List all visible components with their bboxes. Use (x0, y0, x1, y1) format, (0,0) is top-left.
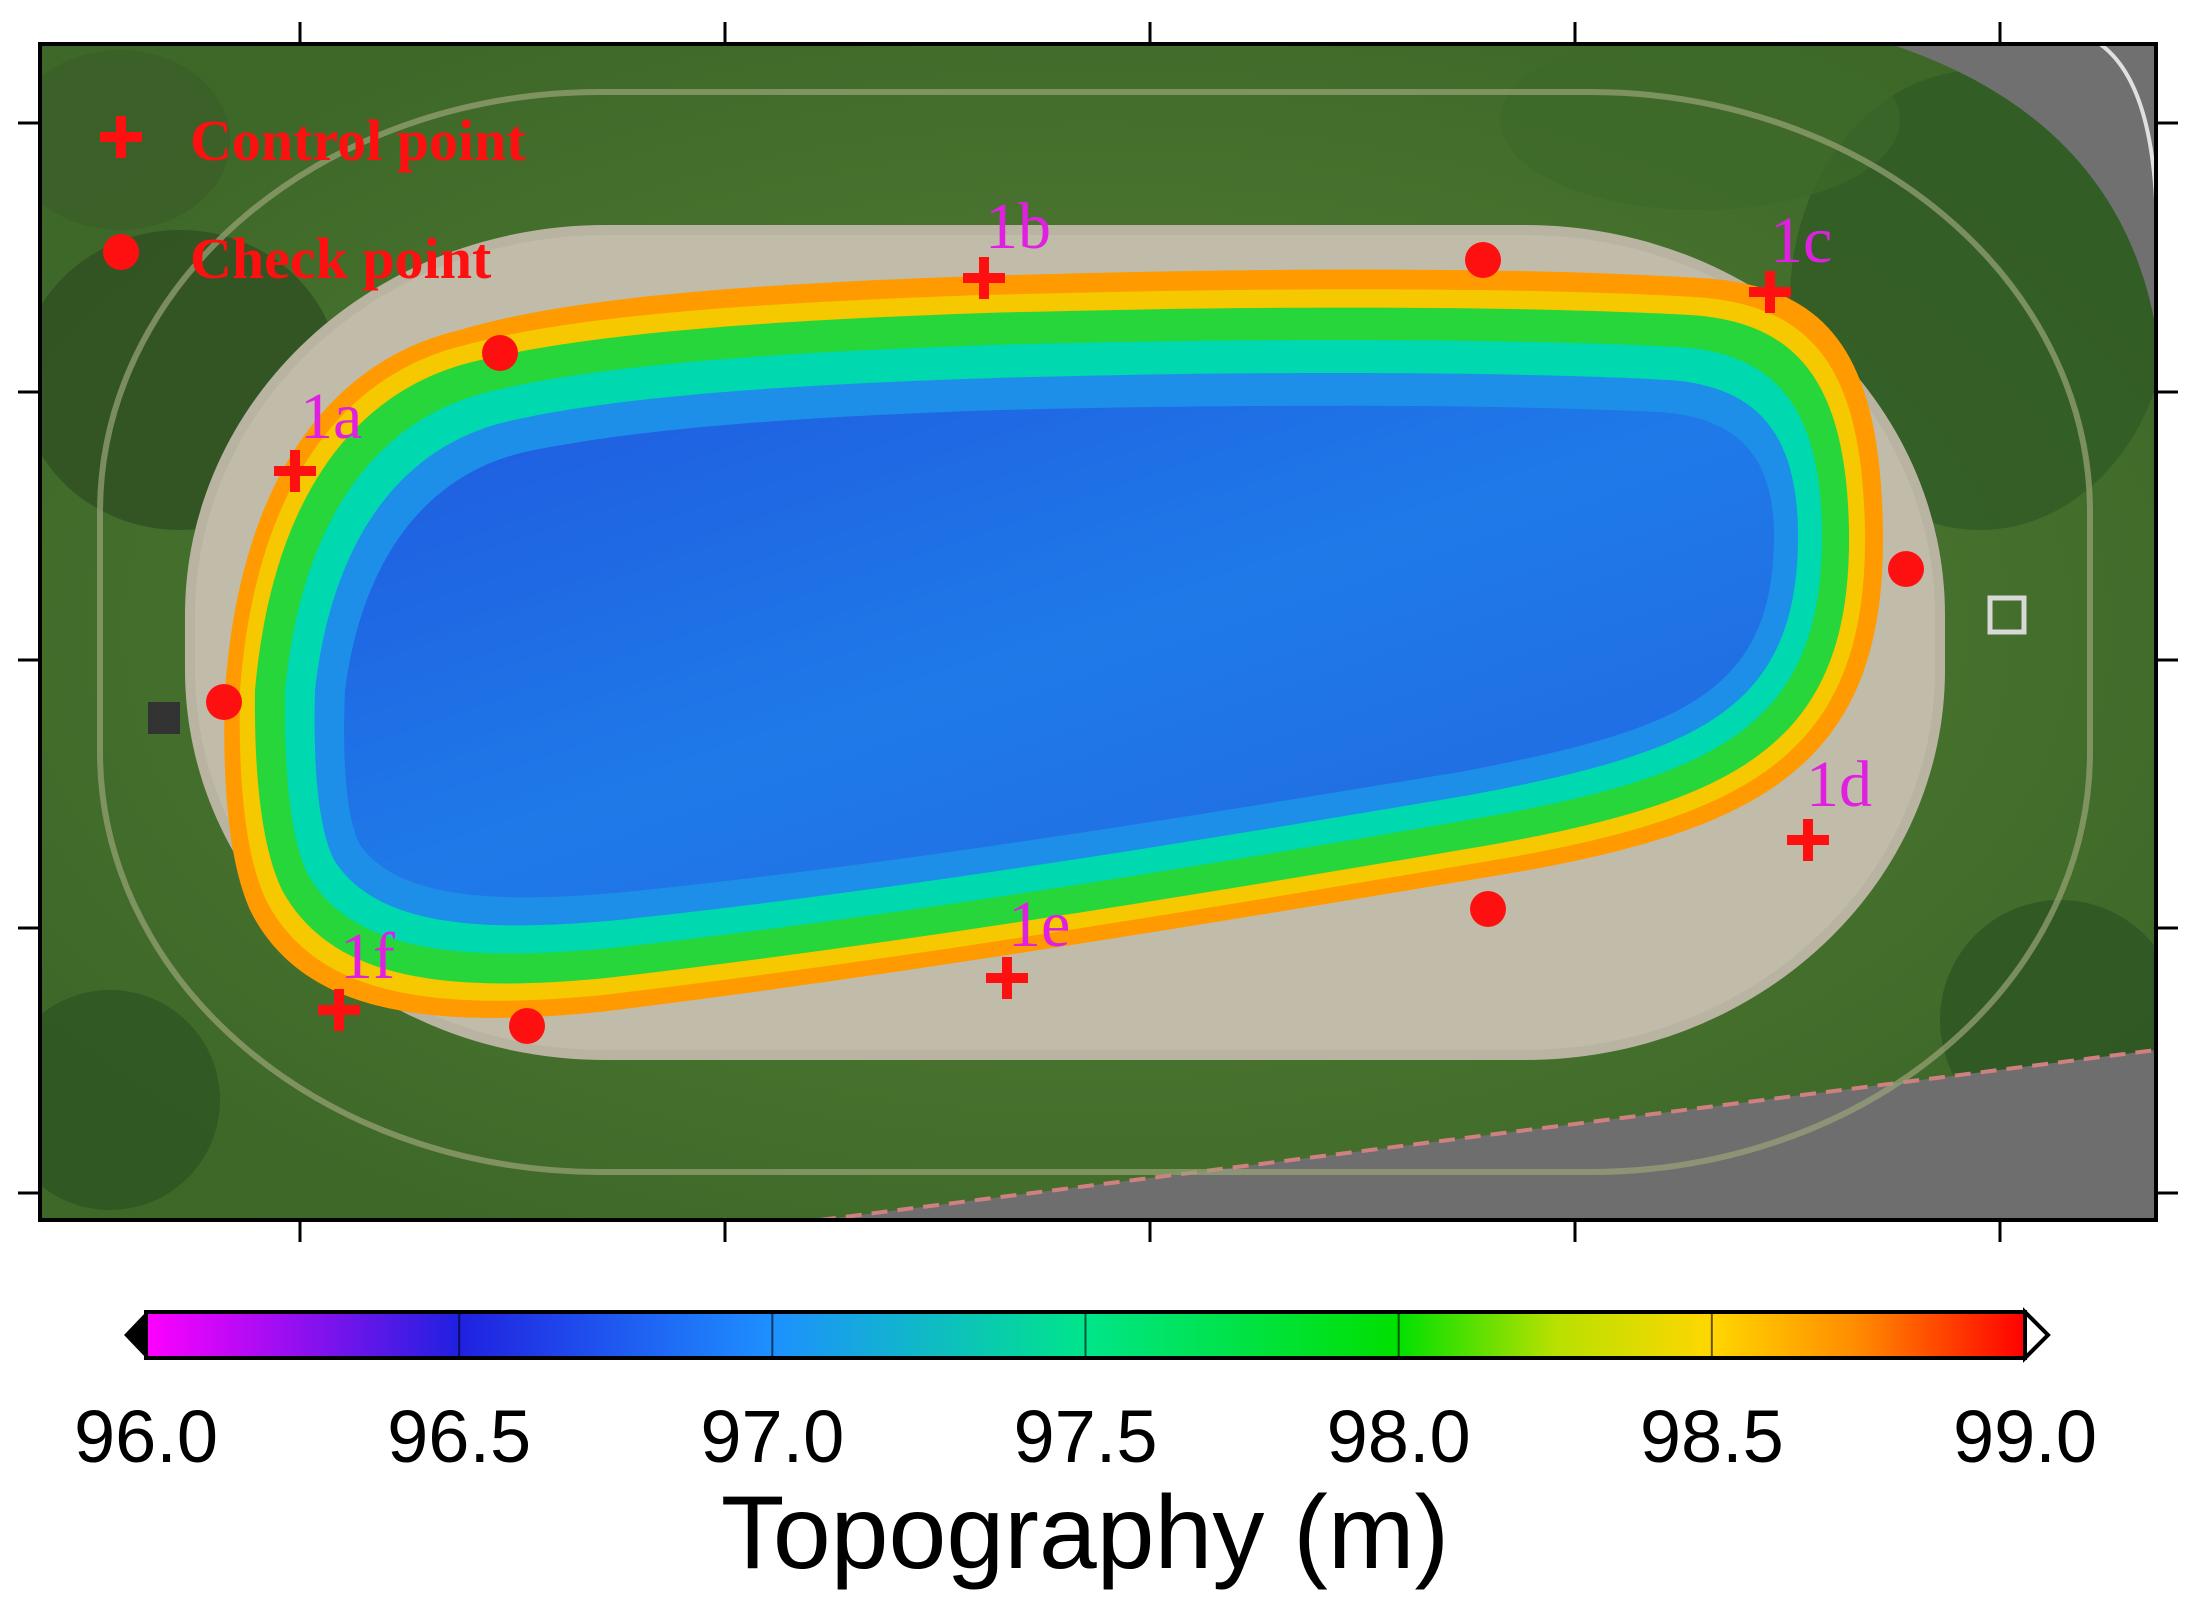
control-point-1b: 1b (963, 190, 1051, 299)
frame-ticks (18, 22, 2178, 1242)
colorbar: 96.0 96.5 97.0 97.5 98.0 98.5 99.0 Topography … (74, 1307, 2097, 1591)
colorbar-tick-label: 96.0 (74, 1395, 218, 1478)
road (820, 1050, 2156, 1220)
control-point-label: 1a (300, 380, 362, 453)
control-point-label: 1e (1008, 888, 1070, 961)
check-point (509, 1008, 545, 1044)
control-points: 1a 1b 1c 1d 1e 1f (274, 190, 1872, 1031)
colorbar-high-triangle (2023, 1307, 2051, 1363)
legend-check-label: Check point (190, 226, 492, 291)
control-point-1a: 1a (274, 380, 362, 492)
colorbar-tick-label: 98.0 (1327, 1395, 1471, 1478)
map-frame (38, 42, 2158, 1222)
legend-control-label: Control point (190, 108, 526, 173)
check-point (1465, 242, 1501, 278)
check-point (1888, 551, 1924, 587)
legend-control-marker (100, 116, 142, 158)
colorbar-low-triangle (124, 1312, 146, 1358)
check-points (206, 242, 1924, 1044)
road (1890, 44, 2156, 330)
check-point (482, 335, 518, 371)
colorbar-title: Topography (m) (721, 1475, 1449, 1591)
colorbar-tick-label: 99.0 (1953, 1395, 2097, 1478)
structure (1987, 595, 2027, 635)
check-point (1470, 891, 1506, 927)
topography-overlay (224, 269, 1884, 1018)
control-point-label: 1f (340, 920, 395, 993)
colorbar-tick-label: 98.5 (1640, 1395, 1784, 1478)
control-point-label: 1d (1806, 748, 1872, 821)
control-point-1e: 1e (986, 888, 1070, 999)
legend-check-marker (103, 234, 139, 270)
colorbar-tick-label: 96.5 (387, 1395, 531, 1478)
colorbar-tick-label: 97.0 (700, 1395, 844, 1478)
control-point-label: 1c (1770, 204, 1832, 277)
map-legend: Control point Check point (100, 108, 526, 291)
check-point (206, 684, 242, 720)
colorbar-tick-label: 97.5 (1013, 1395, 1157, 1478)
control-point-label: 1b (985, 190, 1051, 263)
control-point-1f: 1f (318, 920, 395, 1031)
control-point-1d: 1d (1787, 748, 1872, 861)
control-point-1c: 1c (1749, 204, 1832, 313)
structure (148, 702, 180, 734)
